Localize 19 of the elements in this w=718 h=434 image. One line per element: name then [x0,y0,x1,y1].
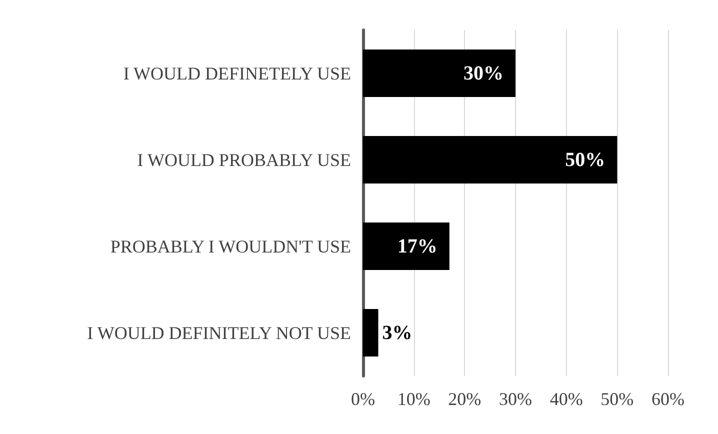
data-label: 50% [565,148,606,171]
x-tick-label: 10% [397,389,430,409]
x-tick-label: 0% [351,389,375,409]
x-tick-label: 60% [652,389,684,409]
y-tick-label: I WOULD DEFINITELY NOT USE [87,322,351,343]
bar [363,308,378,357]
y-tick-label: I WOULD PROBABLY USE [137,150,351,170]
data-label: 17% [397,235,438,258]
bar [363,49,516,98]
bar [363,136,618,184]
x-tick-label: 20% [448,389,482,409]
x-tick-label: 30% [499,389,532,409]
data-label: 3% [382,322,412,344]
y-tick-label: I WOULD DEFINETELY USE [123,63,351,84]
data-label: 30% [464,62,504,84]
x-tick-label: 40% [550,389,583,409]
x-tick-label: 50% [600,389,634,409]
y-tick-label: PROBABLY I WOULDN'T USE [110,236,351,256]
bar [363,222,450,270]
